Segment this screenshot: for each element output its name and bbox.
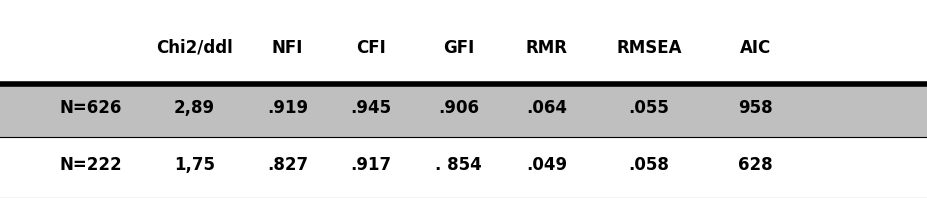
Text: .919: .919 — [267, 99, 308, 117]
Text: .945: .945 — [350, 99, 391, 117]
Text: RMR: RMR — [526, 39, 568, 56]
Text: 1,75: 1,75 — [174, 156, 215, 174]
Text: .064: .064 — [527, 99, 567, 117]
Text: N=222: N=222 — [59, 156, 121, 174]
Text: CFI: CFI — [356, 39, 386, 56]
Text: .827: .827 — [267, 156, 308, 174]
Text: GFI: GFI — [443, 39, 475, 56]
Text: 958: 958 — [738, 99, 773, 117]
Text: NFI: NFI — [272, 39, 303, 56]
Text: N=626: N=626 — [59, 99, 121, 117]
Text: Chi2/ddl: Chi2/ddl — [157, 39, 233, 56]
Text: .049: .049 — [527, 156, 567, 174]
Text: .917: .917 — [350, 156, 391, 174]
Text: .906: .906 — [438, 99, 479, 117]
Text: 2,89: 2,89 — [174, 99, 215, 117]
Text: .058: .058 — [629, 156, 669, 174]
Text: .055: .055 — [629, 99, 669, 117]
Text: . 854: . 854 — [436, 156, 482, 174]
Text: RMSEA: RMSEA — [616, 39, 681, 56]
Bar — [0, 84, 927, 137]
Text: AIC: AIC — [740, 39, 771, 56]
Text: 628: 628 — [738, 156, 773, 174]
